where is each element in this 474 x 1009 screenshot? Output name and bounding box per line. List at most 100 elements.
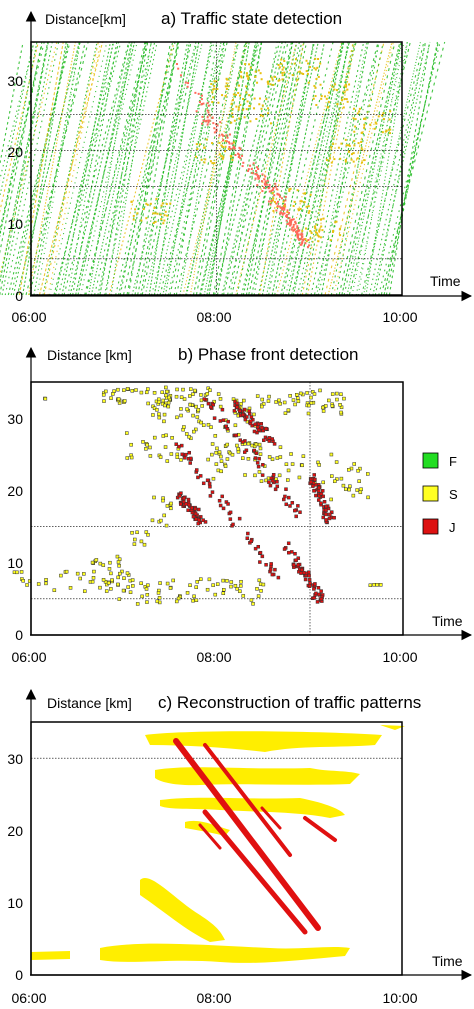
jam-dot bbox=[257, 177, 260, 180]
panel-b-ylabel: Distance [km] bbox=[47, 347, 132, 363]
sync-front-marker bbox=[109, 396, 113, 400]
jam-front-marker bbox=[235, 405, 239, 409]
sync-dot bbox=[362, 117, 365, 120]
trajectory-line bbox=[144, 41, 203, 296]
jam-front-marker bbox=[258, 550, 263, 555]
trajectory-line bbox=[84, 41, 149, 296]
jam-front-marker bbox=[275, 484, 280, 489]
sync-dot bbox=[369, 123, 372, 126]
jam-front-marker bbox=[252, 448, 257, 453]
jam-front-marker bbox=[174, 442, 178, 446]
sync-front-marker bbox=[246, 441, 251, 446]
sync-front-marker bbox=[194, 585, 198, 589]
sync-dot bbox=[388, 118, 391, 121]
sync-dot bbox=[248, 94, 251, 97]
sync-dot bbox=[317, 58, 320, 61]
sync-dot bbox=[300, 200, 303, 203]
jam-dot bbox=[218, 134, 221, 137]
legend-swatch-s bbox=[422, 485, 439, 502]
jam-dot bbox=[206, 116, 209, 119]
sync-front-marker bbox=[182, 425, 186, 429]
jam-front-marker bbox=[307, 584, 312, 588]
sync-front-marker bbox=[165, 504, 170, 508]
panel-c-ytick-30: 30 bbox=[7, 751, 23, 767]
sync-dot bbox=[345, 144, 348, 147]
jam-front-marker bbox=[287, 495, 291, 500]
trajectory-line bbox=[287, 41, 345, 296]
trajectory-line bbox=[105, 41, 149, 296]
jam-dot bbox=[200, 98, 203, 101]
sync-dot bbox=[286, 211, 289, 214]
jam-dot bbox=[285, 219, 288, 222]
jam-front-marker bbox=[198, 474, 203, 478]
jam-dot bbox=[257, 167, 260, 170]
jam-front-marker bbox=[260, 425, 264, 430]
sync-front-marker bbox=[139, 390, 144, 395]
trajectory-line bbox=[261, 41, 319, 296]
sync-front-marker bbox=[19, 570, 24, 574]
jam-front-marker bbox=[324, 508, 328, 513]
sync-front-marker bbox=[163, 403, 167, 408]
sync-front-marker bbox=[169, 452, 174, 456]
jam-front-marker bbox=[187, 450, 192, 455]
jam-front-marker bbox=[255, 461, 260, 465]
trajectory-line bbox=[173, 41, 218, 296]
trajectory-line bbox=[245, 41, 294, 296]
sync-front-marker bbox=[339, 392, 343, 396]
sync-front-marker bbox=[122, 388, 126, 392]
jam-dot bbox=[252, 162, 255, 165]
sync-dot bbox=[314, 57, 317, 60]
sync-dot bbox=[308, 210, 311, 213]
sync-dot bbox=[314, 86, 317, 89]
sync-dot bbox=[280, 58, 283, 61]
jam-dot bbox=[278, 205, 281, 208]
jam-dot bbox=[286, 213, 289, 216]
jam-dot bbox=[222, 139, 225, 142]
sync-front-marker bbox=[174, 394, 179, 399]
sync-dot bbox=[154, 220, 157, 223]
sync-front-marker bbox=[43, 396, 48, 401]
jam-front-marker bbox=[196, 521, 200, 526]
jam-dot bbox=[225, 134, 228, 137]
sync-dot bbox=[288, 190, 291, 193]
panel-a-ylabel: Distance[km] bbox=[45, 11, 126, 27]
trajectory-line bbox=[131, 41, 197, 296]
sync-front-marker bbox=[185, 407, 189, 411]
jam-front-marker bbox=[296, 563, 301, 567]
panel-a-xtick-0800: 08:00 bbox=[196, 309, 231, 325]
sync-dot bbox=[347, 144, 350, 147]
sync-dot bbox=[245, 108, 248, 111]
sync-dot bbox=[213, 162, 216, 165]
trajectory-line bbox=[127, 41, 172, 296]
jam-front-marker bbox=[321, 515, 325, 520]
sync-dot bbox=[227, 85, 230, 88]
sync-front-marker bbox=[241, 594, 246, 598]
sync-front-marker bbox=[75, 571, 80, 576]
sync-dot bbox=[381, 114, 384, 117]
sync-dot bbox=[320, 95, 323, 98]
jam-front-marker bbox=[188, 456, 193, 461]
sync-dot bbox=[277, 63, 280, 66]
trajectory-line bbox=[122, 41, 180, 296]
jam-band bbox=[202, 809, 308, 935]
sync-front-marker bbox=[223, 464, 228, 468]
sync-front-marker bbox=[130, 389, 135, 393]
trajectory-line bbox=[291, 41, 357, 296]
jam-dot bbox=[281, 208, 284, 211]
jam-front-marker bbox=[197, 507, 201, 512]
sync-region bbox=[31, 951, 70, 960]
jam-dot bbox=[299, 243, 302, 246]
sync-front-marker bbox=[175, 387, 179, 392]
sync-front-marker bbox=[210, 442, 215, 446]
jam-dot bbox=[290, 218, 293, 221]
jam-dot bbox=[281, 213, 284, 216]
jam-band bbox=[173, 738, 321, 931]
sync-dot bbox=[382, 112, 385, 115]
trajectory-line bbox=[186, 41, 239, 296]
sync-dot bbox=[254, 70, 257, 73]
trajectory-line bbox=[189, 41, 237, 296]
jam-front-marker bbox=[228, 510, 233, 515]
jam-front-marker bbox=[235, 401, 239, 406]
jam-dot bbox=[247, 168, 250, 171]
sync-front-marker bbox=[194, 598, 199, 602]
